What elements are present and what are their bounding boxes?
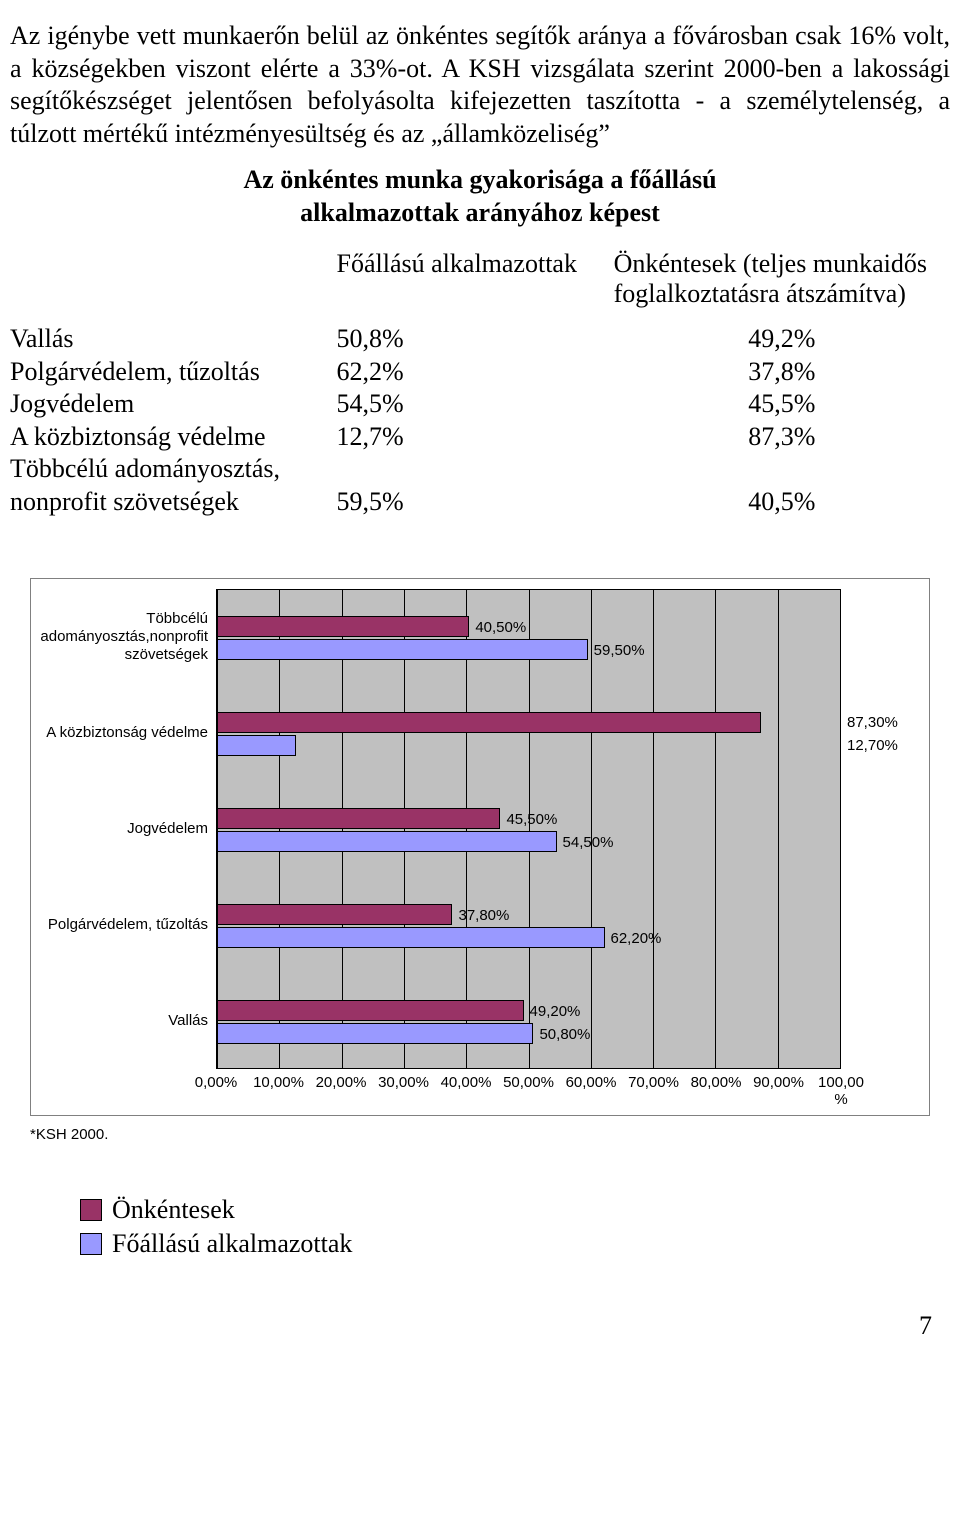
- row-category: Vallás: [10, 323, 337, 356]
- x-tick-label: 10,00%: [253, 1075, 304, 1092]
- bar-value-label: 49,20%: [530, 1003, 581, 1020]
- table-row: Többcélú adományosztás, nonprofit szövet…: [10, 453, 950, 518]
- bar-value-label: 12,70%: [847, 737, 898, 754]
- table-row: Polgárvédelem, tűzoltás 62,2% 37,8%: [10, 356, 950, 389]
- bar-series-b: [217, 927, 605, 948]
- overflow-labels: 87,30% 12,70%: [841, 589, 909, 1069]
- x-tick-label: 50,00%: [503, 1075, 554, 1092]
- row-cat-line1: Többcélú adományosztás,: [10, 454, 280, 483]
- row-value-1: 59,5%: [337, 486, 614, 519]
- bar-value-label: 87,30%: [847, 714, 898, 731]
- x-tick-label: 40,00%: [441, 1075, 492, 1092]
- x-tick-label: 30,00%: [378, 1075, 429, 1092]
- bar-series-a: [217, 808, 500, 829]
- grid-line: [342, 590, 343, 1068]
- table-column-headers: Főállású alkalmazottak Önkéntesek (telje…: [10, 249, 950, 309]
- grid-line: [404, 590, 405, 1068]
- bar-value-label: 50,80%: [539, 1026, 590, 1043]
- col-header-2: Önkéntesek (teljes munkaidős foglalkozta…: [614, 249, 950, 309]
- bar-series-b: [217, 639, 588, 660]
- bar-value-label: 37,80%: [458, 907, 509, 924]
- row-value-2: 49,2%: [614, 323, 950, 356]
- row-value-2: 37,8%: [614, 356, 950, 389]
- x-tick-label: 20,00%: [316, 1075, 367, 1092]
- row-value-1: 54,5%: [337, 388, 614, 421]
- data-table: Vallás 50,8% 49,2% Polgárvédelem, tűzolt…: [10, 323, 950, 518]
- y-axis-labels: Többcélúadományosztás,nonprofitszövetség…: [41, 589, 216, 1069]
- row-value-2: 45,5%: [614, 388, 950, 421]
- table-row: A közbiztonság védelme 12,7% 87,3%: [10, 421, 950, 454]
- category-label: Jogvédelem: [38, 820, 208, 838]
- bar-series-a: [217, 616, 469, 637]
- bar-value-label: 62,20%: [611, 930, 662, 947]
- category-label: Vallás: [38, 1012, 208, 1030]
- grid-line: [466, 590, 467, 1068]
- row-category: Jogvédelem: [10, 388, 337, 421]
- grid-line: [529, 590, 530, 1068]
- chart-source-note: *KSH 2000.: [30, 1126, 950, 1143]
- bar-series-b: [217, 1023, 533, 1044]
- table-row: Vallás 50,8% 49,2%: [10, 323, 950, 356]
- bar-value-label: 45,50%: [506, 811, 557, 828]
- heading-line-1: Az önkéntes munka gyakorisága a főállású: [243, 165, 716, 194]
- col-header-1: Főállású alkalmazottak: [337, 249, 614, 309]
- category-label: Polgárvédelem, tűzoltás: [38, 916, 208, 934]
- x-tick-label: 0,00%: [195, 1075, 238, 1092]
- row-cat-line2: nonprofit szövetségek: [10, 487, 239, 516]
- category-label: Többcélúadományosztás,nonprofitszövetség…: [38, 610, 208, 664]
- grid-line: [217, 590, 218, 1068]
- legend-label-b: Főállású alkalmazottak: [112, 1227, 352, 1261]
- page-number: 7: [10, 1311, 932, 1341]
- bar-series-a: [217, 712, 761, 733]
- x-tick-label: 80,00%: [691, 1075, 742, 1092]
- x-axis: 0,00% 10,00% 20,00% 30,00% 40,00% 50,00% 60,00…: [41, 1075, 909, 1109]
- x-tick-label: 60,00%: [566, 1075, 617, 1092]
- grid-line: [715, 590, 716, 1068]
- bar-series-a: [217, 1000, 524, 1021]
- x-tick-label: 100,00%: [818, 1075, 864, 1108]
- bar-series-a: [217, 904, 452, 925]
- bar-value-label: 59,50%: [594, 642, 645, 659]
- row-category: Polgárvédelem, tűzoltás: [10, 356, 337, 389]
- category-label: A közbiztonság védelme: [38, 724, 208, 742]
- x-tick-label: 70,00%: [628, 1075, 679, 1092]
- table-row: Jogvédelem 54,5% 45,5%: [10, 388, 950, 421]
- bar-value-label: 40,50%: [475, 619, 526, 636]
- bar-value-label: 54,50%: [563, 834, 614, 851]
- legend-item: Főállású alkalmazottak: [80, 1227, 950, 1261]
- plot-area: 40,50% 59,50% 45,50% 54,50% 37,80% 62,20% 49,2…: [216, 589, 841, 1069]
- legend-swatch-a: [80, 1199, 102, 1221]
- row-value-1: 12,7%: [337, 421, 614, 454]
- row-category: Többcélú adományosztás, nonprofit szövet…: [10, 453, 337, 518]
- grid-line: [653, 590, 654, 1068]
- section-heading: Az önkéntes munka gyakorisága a főállású…: [150, 164, 810, 229]
- row-value-1: 62,2%: [337, 356, 614, 389]
- legend-item: Önkéntesek: [80, 1193, 950, 1227]
- row-value-1: 50,8%: [337, 323, 614, 356]
- row-category: A közbiztonság védelme: [10, 421, 337, 454]
- intro-paragraph: Az igénybe vett munkaerőn belül az önkén…: [10, 20, 950, 150]
- grid-line: [279, 590, 280, 1068]
- grid-line: [591, 590, 592, 1068]
- legend: Önkéntesek Főállású alkalmazottak: [80, 1193, 950, 1261]
- legend-label-a: Önkéntesek: [112, 1193, 235, 1227]
- bar-chart: Többcélúadományosztás,nonprofitszövetség…: [30, 578, 930, 1116]
- legend-swatch-b: [80, 1233, 102, 1255]
- bar-series-b: [217, 831, 557, 852]
- row-value-2: 87,3%: [614, 421, 950, 454]
- heading-line-2: alkalmazottak arányához képest: [300, 198, 660, 227]
- x-tick-label: 90,00%: [753, 1075, 804, 1092]
- grid-line: [778, 590, 779, 1068]
- row-value-2: 40,5%: [614, 486, 950, 519]
- bar-series-b: [217, 735, 296, 756]
